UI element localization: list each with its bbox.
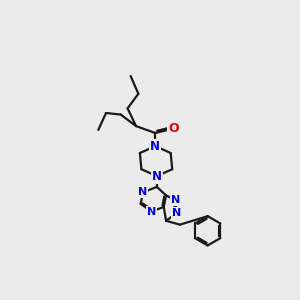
Text: N: N [150,140,160,153]
Text: N: N [152,169,162,183]
Text: N: N [147,207,156,217]
Text: N: N [138,187,148,197]
Text: N: N [172,208,182,218]
Text: N: N [171,195,180,205]
Text: O: O [169,122,179,135]
